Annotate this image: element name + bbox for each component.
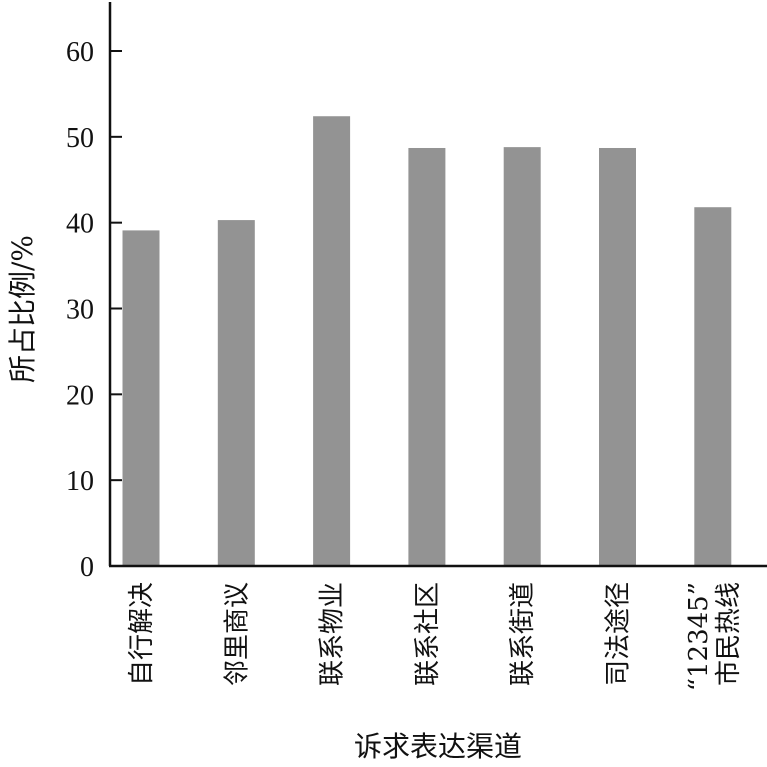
bar [217, 220, 255, 566]
y-axis-ticks: 0 10 20 30 40 50 60 [66, 37, 122, 583]
y-tick-label: 50 [66, 123, 94, 154]
bars [122, 116, 732, 566]
y-tick-label: 60 [66, 37, 94, 68]
x-axis-categories: 自行解决 邻里商议 联系物业 联系社区 联系街道 司法途径 “12345” 市民热线 [127, 582, 744, 691]
bar [503, 147, 541, 566]
x-category-label: 司法途径 [604, 582, 634, 686]
bar [694, 207, 732, 566]
bar [122, 230, 160, 566]
bar [313, 116, 351, 566]
x-category-label: 邻里商议 [222, 582, 252, 686]
y-tick-label: 20 [66, 380, 94, 411]
x-axis-title: 诉求表达渠道 [354, 730, 522, 763]
y-tick-label: 40 [66, 209, 94, 240]
y-tick-label: 0 [80, 552, 94, 583]
bar [599, 147, 636, 566]
y-axis-title: 所占比例/% [6, 235, 39, 383]
y-tick-label: 30 [66, 295, 94, 326]
x-category-label: 市民热线 [714, 582, 744, 686]
x-category-label: “12345” [684, 582, 714, 691]
x-category-label: 联系社区 [413, 582, 443, 686]
y-tick-label: 10 [66, 466, 94, 497]
bar [408, 147, 446, 566]
x-category-label: 联系街道 [508, 582, 538, 686]
x-category-label: 联系物业 [318, 582, 348, 686]
x-category-label: 自行解决 [127, 582, 157, 686]
